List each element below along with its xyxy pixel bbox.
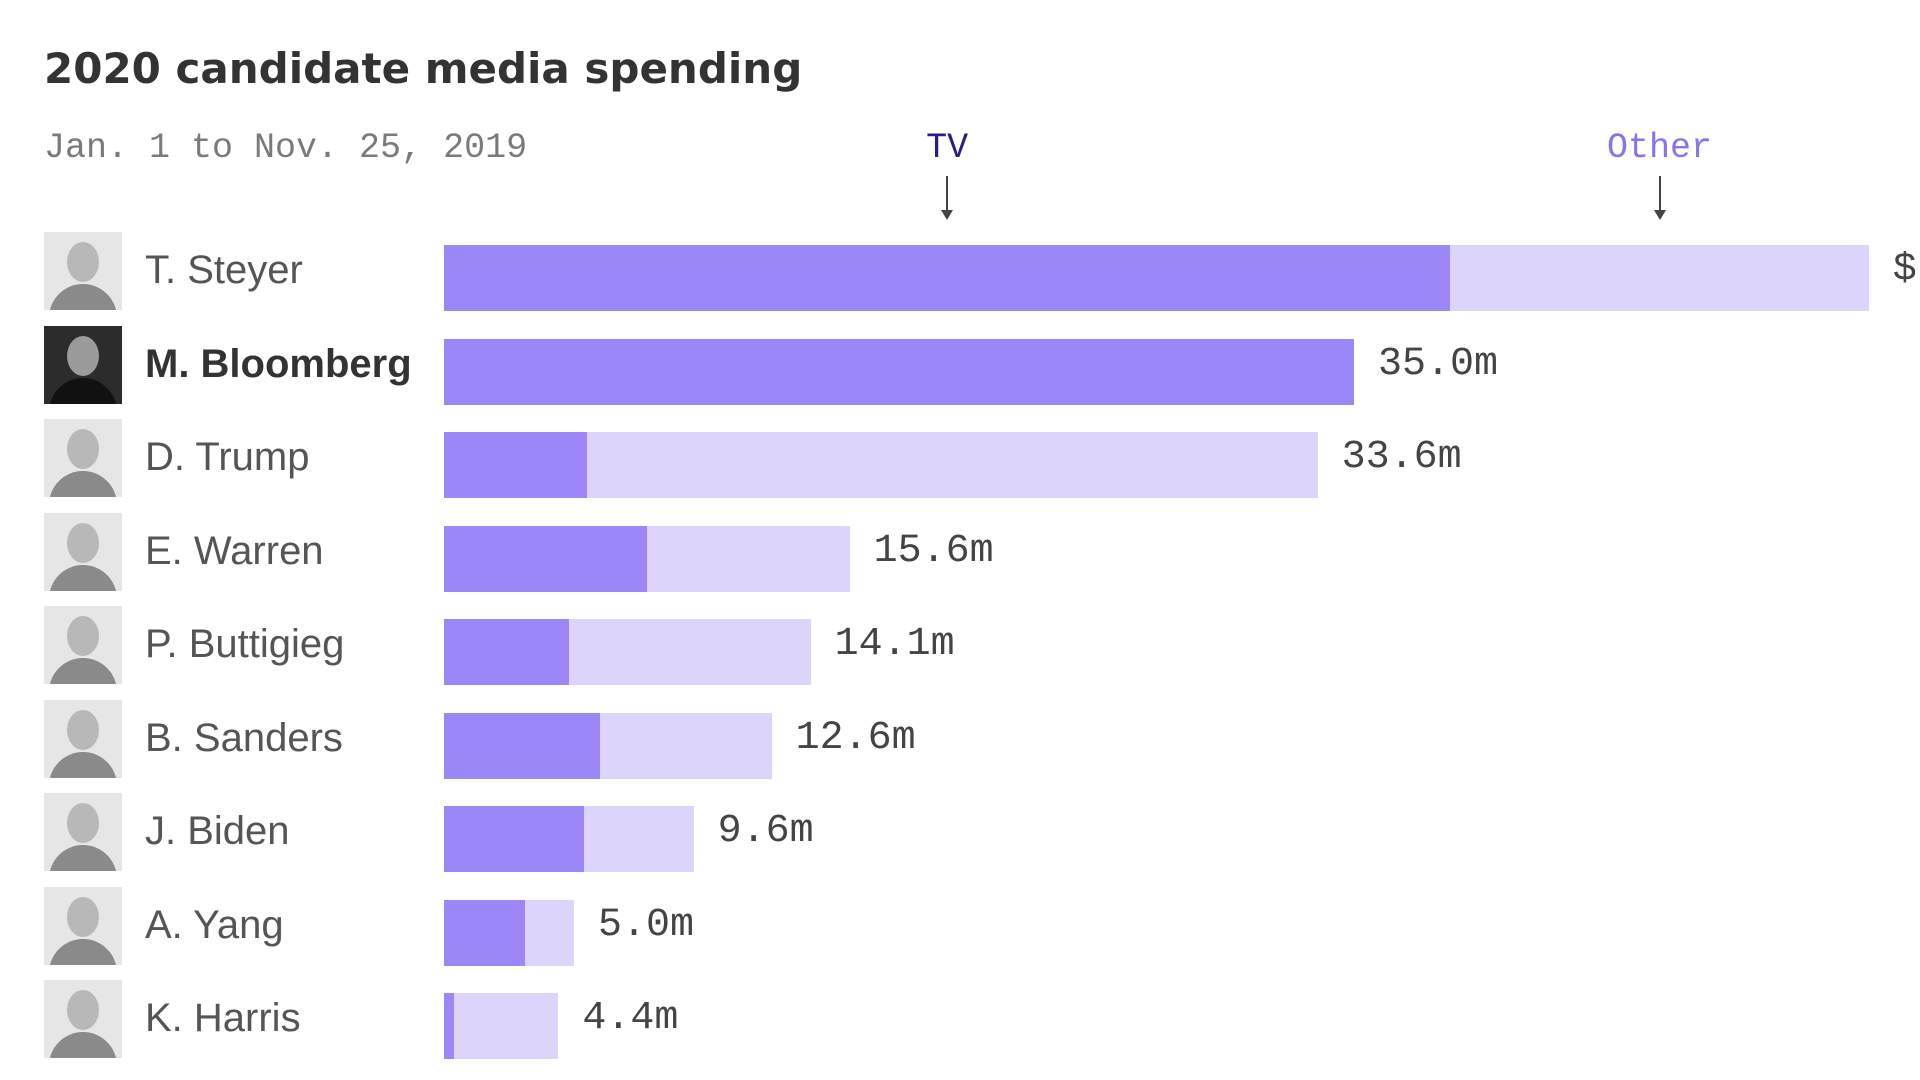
candidate-photo (44, 419, 122, 497)
candidate-photo (44, 606, 122, 684)
value-label: 33.6m (1341, 435, 1462, 480)
bar-tv (444, 338, 1354, 405)
category-label: K. Harris (145, 996, 301, 1040)
category-label: D. Trump (145, 435, 310, 479)
chart-row: B. Sanders 12.6m (0, 699, 1920, 780)
value-label: 14.1m (834, 622, 955, 667)
bar-tv (444, 899, 525, 966)
category-label: P. Buttigieg (145, 622, 345, 666)
category-label: J. Biden (145, 809, 290, 853)
candidate-photo (44, 325, 122, 404)
chart-row: K. Harris 4.4m (0, 980, 1920, 1060)
chart-row: E. Warren 15.6m (0, 512, 1920, 593)
legend-arrow-other (1653, 176, 1666, 220)
chart-title: 2020 candidate media spending (44, 44, 803, 93)
value-label: 35.0m (1378, 341, 1499, 387)
chart-row: A. Yang 5.0m (0, 886, 1920, 967)
bar-tv (444, 993, 455, 1059)
legend-arrow-tv (941, 176, 954, 220)
chart-row: D. Trump 33.6m (0, 419, 1920, 499)
bar-tv (444, 619, 569, 685)
bar-tv (444, 245, 1451, 311)
value-label: 12.6m (795, 715, 916, 761)
category-label: B. Sanders (145, 715, 343, 760)
value-label: 5.0m (598, 902, 695, 948)
bar-tv (444, 806, 585, 872)
bar-other (444, 993, 559, 1059)
candidate-photo (44, 793, 122, 871)
category-label: M. Bloomberg (145, 341, 412, 386)
candidate-photo (44, 232, 122, 310)
candidate-photo (44, 699, 122, 778)
value-label: 15.6m (873, 528, 994, 574)
value-label: 9.6m (717, 809, 814, 854)
legend-label-other: Other (1606, 128, 1713, 168)
bar-tv (444, 712, 600, 779)
category-label: E. Warren (145, 528, 324, 573)
candidate-photo (44, 980, 122, 1058)
bar-other (444, 432, 1318, 498)
chart-row: P. Buttigieg 14.1m (0, 606, 1920, 686)
value-label: 4.4m (582, 996, 679, 1041)
category-label: T. Steyer (145, 248, 303, 292)
chart-subtitle: Jan. 1 to Nov. 25, 2019 (44, 128, 528, 168)
legend-label-tv: TV (926, 128, 969, 168)
bar-tv (444, 432, 587, 498)
candidate-photo (44, 512, 122, 591)
value-label: $ (1892, 248, 1917, 293)
candidate-photo (44, 886, 122, 965)
bar-tv (444, 525, 647, 592)
chart-row: T. Steyer $ (0, 232, 1920, 312)
category-label: A. Yang (145, 902, 284, 947)
chart-row: J. Biden 9.6m (0, 793, 1920, 873)
chart-row: M. Bloomberg 35.0m (0, 325, 1920, 406)
